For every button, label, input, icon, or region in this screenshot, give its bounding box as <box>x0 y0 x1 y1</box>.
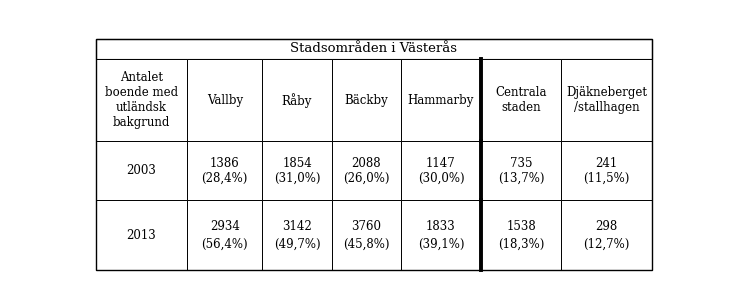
Bar <box>95 141 187 200</box>
Text: (28,4%): (28,4%) <box>201 172 248 185</box>
Text: 2003: 2003 <box>126 164 156 177</box>
Text: Centrala
staden: Centrala staden <box>496 86 547 114</box>
Text: (31,0%): (31,0%) <box>274 172 320 185</box>
Bar <box>401 59 481 141</box>
Bar <box>95 39 652 59</box>
Bar <box>561 200 652 271</box>
Text: (12,7%): (12,7%) <box>583 238 630 251</box>
Bar <box>481 200 561 271</box>
Text: (26,0%): (26,0%) <box>343 172 389 185</box>
Bar <box>95 200 187 271</box>
Text: (11,5%): (11,5%) <box>583 172 630 185</box>
Text: (30,0%): (30,0%) <box>418 172 464 185</box>
Text: (39,1%): (39,1%) <box>418 238 464 251</box>
Bar <box>332 141 401 200</box>
Bar <box>262 141 332 200</box>
Text: 298: 298 <box>596 220 617 233</box>
Text: 3760: 3760 <box>351 220 381 233</box>
Text: Stadsområden i Västerås: Stadsområden i Västerås <box>290 42 457 55</box>
Text: Antalet
boende med
utländsk
bakgrund: Antalet boende med utländsk bakgrund <box>105 71 178 129</box>
Text: Bäckby: Bäckby <box>344 94 388 107</box>
Bar <box>262 59 332 141</box>
Bar <box>332 200 401 271</box>
Text: 2013: 2013 <box>126 229 156 242</box>
Bar <box>401 141 481 200</box>
Text: (18,3%): (18,3%) <box>498 238 545 251</box>
Bar <box>262 200 332 271</box>
Bar <box>481 59 561 141</box>
Text: 2934: 2934 <box>210 220 240 233</box>
Text: Djäkneberget
/stallhagen: Djäkneberget /stallhagen <box>566 86 647 114</box>
Bar <box>332 59 401 141</box>
Text: 2088: 2088 <box>351 157 381 170</box>
Bar <box>187 141 262 200</box>
Text: 1386: 1386 <box>210 157 240 170</box>
Text: (13,7%): (13,7%) <box>498 172 545 185</box>
Text: 1147: 1147 <box>426 157 456 170</box>
Text: 735: 735 <box>510 157 532 170</box>
Bar <box>187 59 262 141</box>
Text: Hammarby: Hammarby <box>408 94 474 107</box>
Text: 3142: 3142 <box>282 220 312 233</box>
Bar <box>95 59 187 141</box>
Bar <box>561 59 652 141</box>
Bar <box>481 141 561 200</box>
Text: (49,7%): (49,7%) <box>273 238 320 251</box>
Bar <box>187 200 262 271</box>
Bar <box>561 141 652 200</box>
Text: 1833: 1833 <box>426 220 456 233</box>
Text: Råby: Råby <box>282 93 312 108</box>
Text: 241: 241 <box>596 157 617 170</box>
Text: Vallby: Vallby <box>207 94 243 107</box>
Text: 1854: 1854 <box>282 157 312 170</box>
Text: 1538: 1538 <box>507 220 536 233</box>
Text: (45,8%): (45,8%) <box>343 238 389 251</box>
Bar <box>401 200 481 271</box>
Text: (56,4%): (56,4%) <box>201 238 248 251</box>
